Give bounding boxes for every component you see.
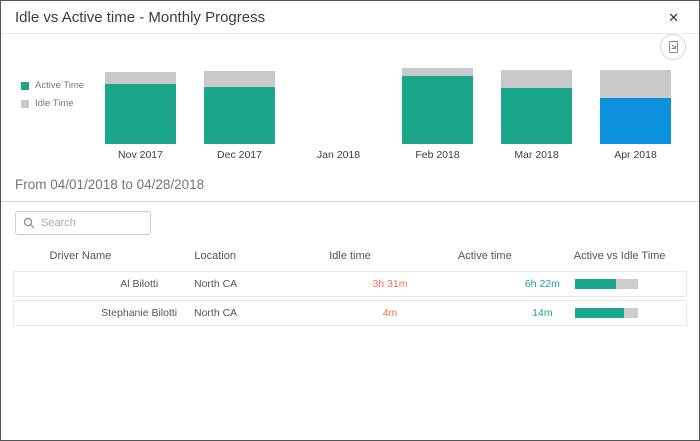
modal-header: Idle vs Active time - Monthly Progress ✕: [1, 1, 699, 34]
category-label: Mar 2018: [514, 149, 559, 161]
column-header-active-vs-idle-time: Active vs Idle Time: [573, 250, 666, 262]
active-fill: [575, 308, 625, 318]
legend-swatch: [21, 81, 29, 90]
idle-time-segment: [203, 71, 276, 87]
stacked-bar: [500, 68, 573, 144]
stacked-bar: [104, 68, 177, 144]
active-time-segment: [203, 87, 276, 144]
category-label: Jan 2018: [316, 149, 361, 161]
category-label: Feb 2018: [415, 149, 460, 161]
active-time-cell: 6h 22m: [524, 278, 560, 290]
active-vs-idle-bar: [575, 279, 639, 289]
idle-time-cell: 3h 31m: [372, 278, 408, 290]
stacked-bar: [303, 68, 374, 144]
table-header-row: Driver Name Location Idle time Active time A…: [13, 245, 687, 267]
period-heading: From 04/01/2018 to 04/28/2018: [15, 177, 205, 192]
stacked-bar: [203, 68, 276, 144]
idle-time-cell: 4m: [382, 307, 398, 319]
legend-item-idle-time[interactable]: Idle Time: [21, 98, 91, 109]
column-header-active-time: Active time: [457, 250, 512, 262]
active-vs-idle-cell: [552, 279, 686, 289]
legend-label: Idle Time: [35, 98, 74, 109]
drivers-table: Driver Name Location Idle time Active time A…: [13, 245, 687, 326]
idle-time-segment: [401, 68, 474, 77]
bar-mar-2018[interactable]: [487, 68, 586, 144]
table-row[interactable]: Stephanie Bilotti North CA 4m 14m: [13, 300, 687, 326]
legend-item-active-time[interactable]: Active Time: [21, 80, 91, 91]
category-label: Nov 2017: [118, 149, 163, 161]
bar-dec-2017[interactable]: [190, 68, 289, 144]
active-time-segment: [401, 76, 474, 144]
page-title: Idle vs Active time - Monthly Progress: [15, 8, 266, 26]
table-row[interactable]: Al Bilotti North CA 3h 31m 6h 22m: [13, 271, 687, 297]
active-vs-idle-bar: [575, 308, 639, 318]
export-report-icon: [667, 40, 680, 54]
chart-labels: Nov 2017 Dec 2017 Jan 2018 Feb 2018 Mar 2018…: [91, 149, 685, 161]
active-fill: [575, 279, 616, 289]
driver-name-cell: Stephanie Bilotti: [101, 307, 178, 319]
active-time-cell: 14m: [532, 307, 553, 319]
table-body: Al Bilotti North CA 3h 31m 6h 22m Stephanie …: [13, 271, 687, 326]
bar-nov-2017[interactable]: [91, 68, 190, 144]
bar-jan-2018[interactable]: [289, 68, 388, 144]
legend-label: Active Time: [35, 80, 85, 91]
search-input[interactable]: [41, 217, 143, 229]
bar-feb-2018[interactable]: [388, 68, 487, 144]
search-icon: [23, 217, 35, 229]
stacked-bar: [599, 68, 672, 144]
monthly-progress-chart: Active Time Idle Time Nov 2017 Dec 2017 Jan…: [1, 68, 699, 161]
chart-bars: [91, 68, 685, 144]
active-time-segment: [500, 87, 573, 144]
column-header-driver-name: Driver Name: [49, 250, 112, 262]
driver-name-cell: Al Bilotti: [120, 278, 159, 290]
category-label: Apr 2018: [614, 149, 657, 161]
legend-swatch: [21, 99, 29, 108]
idle-time-segment: [599, 70, 672, 98]
location-cell: North CA: [194, 278, 238, 290]
stacked-bar: [401, 68, 474, 144]
idle-time-segment: [104, 71, 177, 84]
period-heading-divider: From 04/01/2018 to 04/28/2018: [1, 176, 699, 202]
column-header-location: Location: [194, 250, 236, 262]
export-report-button[interactable]: [660, 34, 686, 60]
active-vs-idle-cell: [552, 308, 686, 318]
column-header-idle-time: Idle time: [329, 250, 371, 262]
idle-time-segment: [500, 69, 573, 88]
search-box[interactable]: [15, 211, 151, 235]
active-time-segment: [104, 83, 177, 144]
chart-legend: Active Time Idle Time: [1, 68, 91, 161]
close-icon[interactable]: ✕: [664, 9, 683, 26]
bar-apr-2018[interactable]: [586, 68, 685, 144]
active-time-segment: [599, 97, 672, 144]
location-cell: North CA: [194, 307, 238, 319]
category-label: Dec 2017: [217, 149, 262, 161]
